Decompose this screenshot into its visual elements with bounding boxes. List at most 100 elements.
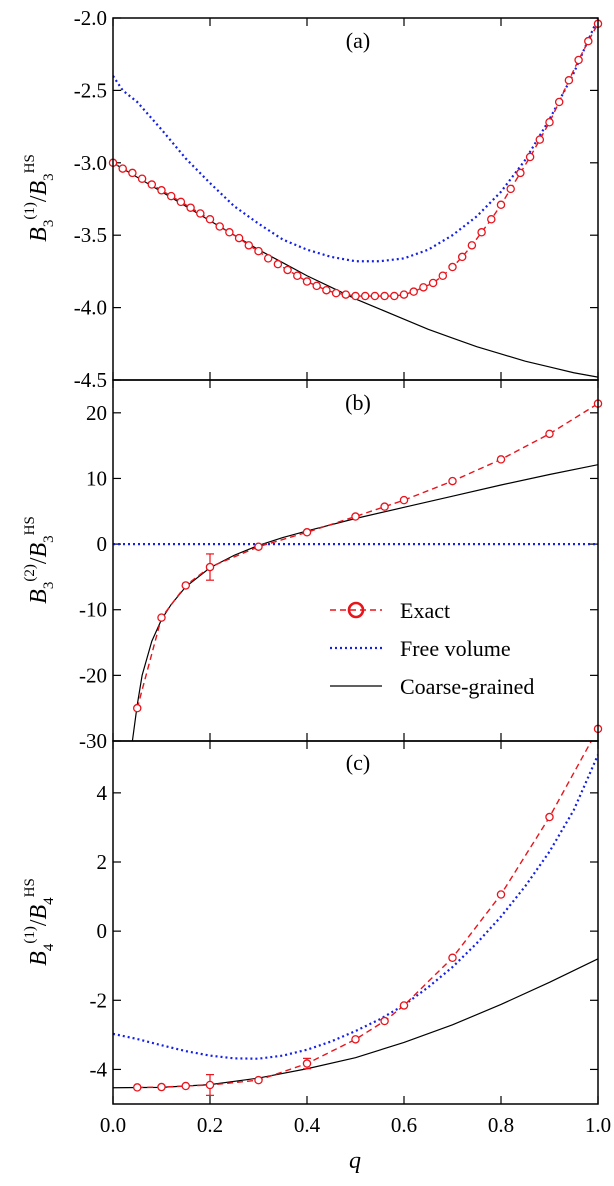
legend: Exact Free volume Coarse-grained [330,598,534,699]
data-point-exact-a [535,135,545,144]
data-point-exact-c [181,1081,190,1091]
ytick-label-b: -20 [79,663,107,687]
data-point-exact-a [428,278,438,288]
data-point-exact-a [370,291,380,301]
data-point-exact-b [254,542,263,551]
data-point-exact-a [147,180,157,189]
axes-layer: -2.0-2.5-3.0-3.5-4.0-4.520100-10-20-3042… [74,6,611,1137]
panel-label-b: (b) [345,390,371,415]
data-point-exact-a [525,152,535,162]
series-line-exact-c [137,741,593,1089]
series-line-free-volume-a [113,18,598,263]
data-point-exact-c [157,1082,166,1092]
svg-text:B3(2)/B3HS: B3(2)/B3HS [22,516,57,604]
data-point-exact-a [293,271,302,280]
data-point-exact-a [244,241,254,250]
data-point-exact-a [128,168,137,178]
ytick-label-a: -3.0 [74,151,107,175]
xtick-label: 0.6 [391,1113,417,1137]
series-line-exact-b [136,403,598,709]
data-point-exact-b [351,512,360,521]
data-point-exact-a [283,265,292,275]
data-point-exact-b [302,528,312,537]
data-point-exact-b [205,562,215,572]
data-point-exact-b [157,613,166,622]
data-point-exact-a [448,262,457,272]
data-point-exact-c [545,812,554,822]
ytick-label-c: -2 [90,988,108,1012]
xtick-label: 0.0 [100,1113,126,1137]
data-point-exact-b [448,476,457,486]
data-point-exact-a [205,215,215,224]
data-point-exact-a [273,259,283,269]
data-point-exact-b [181,581,190,590]
ytick-label-a: -4.0 [74,296,107,320]
data-point-exact-a [302,277,312,286]
data-point-exact-b [496,455,506,464]
data-point-exact-c [205,1080,215,1090]
legend-coarse-grained-label: Coarse-grained [400,674,534,699]
data-point-exact-a [225,228,234,237]
data-point-exact-c [399,1001,409,1010]
xtick-label: 1.0 [585,1113,611,1137]
ytick-label-b: 0 [97,532,108,556]
data-point-exact-a [157,186,166,195]
panel-label-a: (a) [346,28,370,53]
data-point-exact-a [419,283,428,292]
data-point-exact-a [477,228,486,237]
data-point-exact-b [399,495,409,505]
data-point-exact-a [215,222,224,231]
ytick-label-b: -10 [79,598,107,622]
data-point-exact-a [234,233,244,243]
data-point-exact-c [302,1059,312,1068]
data-point-exact-a [496,200,506,210]
svg-text:B3(1)/B3HS: B3(1)/B3HS [22,154,57,242]
data-point-exact-c [448,953,457,963]
series-line-coarse-grained-a [113,162,598,378]
ytick-label-c: -4 [90,1057,108,1081]
ytick-label-c: 0 [97,919,108,943]
ytick-label-c: 2 [97,850,108,874]
legend-exact-marker [347,601,365,619]
data-point-exact-a [399,290,409,299]
data-point-exact-a [584,36,593,46]
data-point-exact-b [545,429,554,439]
data-point-exact-c [380,1016,389,1026]
plot-frame-a [112,17,599,381]
plot-frame-c [112,740,599,1105]
svg-text:B4(1)/B4HS: B4(1)/B4HS [22,878,57,966]
data-point-exact-a [545,118,554,127]
data-point-exact-a [351,291,360,301]
data-point-exact-a [487,215,496,224]
data-point-exact-a [516,168,525,178]
data-point-exact-a [409,287,418,296]
series-line-coarse-grained-b [131,464,598,741]
data-point-exact-c [254,1075,263,1085]
ytick-label-a: -4.5 [74,368,107,392]
data-point-exact-a [390,291,399,301]
ytick-label-b: 20 [86,401,107,425]
data-point-exact-a [166,191,176,201]
ylabel-c: B4(1)/B4HS [22,878,57,966]
data-point-exact-a [360,291,370,301]
data-layer [108,18,603,1096]
ylabel-a: B3(1)/B3HS [22,154,57,242]
xtick-label: 0.2 [197,1113,223,1137]
data-point-exact-a [331,288,341,298]
data-point-exact-a [554,97,564,107]
series-line-coarse-grained-c [113,958,598,1089]
data-point-exact-a [457,252,467,262]
data-point-exact-a [137,174,147,183]
data-point-exact-a [196,209,205,218]
ytick-label-b: -30 [79,729,107,753]
ytick-label-a: -3.5 [74,223,107,247]
ytick-label-a: -2.5 [74,78,107,102]
data-point-exact-a [176,197,186,207]
data-point-exact-b [380,502,389,511]
ylabel-b: B3(2)/B3HS [22,516,57,604]
data-point-exact-a [263,254,273,263]
data-point-exact-a [467,241,477,250]
legend-exact-label: Exact [400,598,450,623]
data-point-exact-a [186,203,195,212]
data-point-exact-a [564,76,574,85]
